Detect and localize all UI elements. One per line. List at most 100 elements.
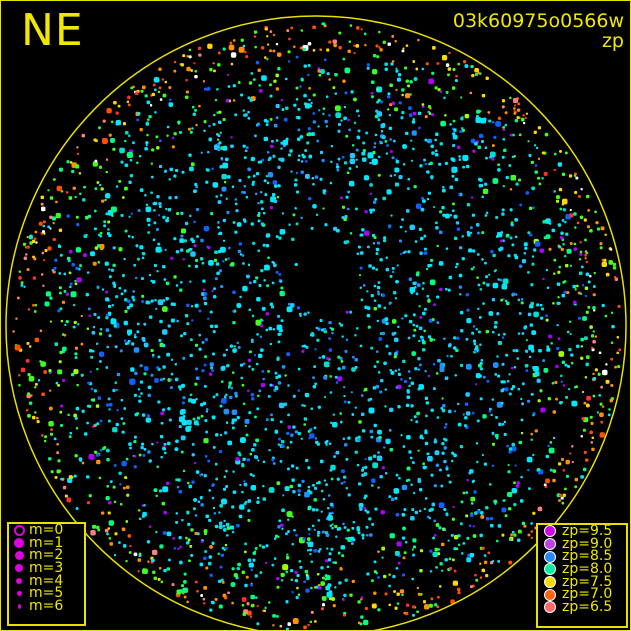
star <box>269 118 273 121</box>
star <box>40 361 46 367</box>
star <box>110 268 114 272</box>
star <box>414 286 417 289</box>
star <box>115 295 119 299</box>
star <box>491 464 495 467</box>
star <box>79 264 82 267</box>
star <box>194 343 199 347</box>
star <box>494 269 497 272</box>
star <box>278 437 281 441</box>
star <box>402 556 406 560</box>
star <box>272 462 276 465</box>
star <box>221 380 224 383</box>
star <box>509 133 513 137</box>
star <box>212 182 219 188</box>
star <box>501 155 505 159</box>
star <box>203 226 209 232</box>
star <box>486 283 490 287</box>
star <box>203 586 208 590</box>
star <box>450 534 454 537</box>
star <box>222 353 226 357</box>
star <box>439 562 443 566</box>
star <box>465 392 470 397</box>
star <box>157 577 161 581</box>
star <box>396 264 399 267</box>
star <box>99 332 103 336</box>
star <box>254 574 258 578</box>
star <box>316 338 320 342</box>
star <box>407 370 411 373</box>
star <box>485 329 490 334</box>
star <box>267 43 270 46</box>
star <box>469 231 472 234</box>
star <box>569 333 572 335</box>
star <box>384 388 387 391</box>
star <box>408 450 412 454</box>
star <box>241 462 244 466</box>
star <box>354 358 358 362</box>
star <box>382 196 386 201</box>
star <box>529 206 533 210</box>
star <box>507 464 510 467</box>
star <box>281 365 286 369</box>
star <box>336 477 340 481</box>
star <box>317 125 320 128</box>
star <box>317 67 320 70</box>
star <box>139 128 143 132</box>
star <box>269 302 273 306</box>
star <box>124 229 128 233</box>
star <box>592 394 596 398</box>
star <box>119 147 125 154</box>
star <box>95 453 99 457</box>
star <box>575 176 579 180</box>
star <box>349 310 353 314</box>
star <box>343 217 347 221</box>
star <box>481 454 484 457</box>
star <box>232 321 236 325</box>
star <box>424 247 427 251</box>
star <box>521 432 524 435</box>
star <box>424 604 430 610</box>
star <box>402 47 405 50</box>
star <box>438 261 444 266</box>
star <box>245 196 248 199</box>
star <box>458 285 463 289</box>
star <box>177 478 181 482</box>
star <box>387 108 390 111</box>
star <box>120 160 124 164</box>
star <box>580 345 583 348</box>
star <box>108 334 112 338</box>
star <box>126 100 129 103</box>
star <box>558 187 563 192</box>
star <box>187 481 190 485</box>
star <box>504 514 508 518</box>
star <box>23 285 26 288</box>
star <box>459 246 463 250</box>
star <box>448 51 451 54</box>
star <box>113 500 117 503</box>
star <box>112 427 118 433</box>
star <box>109 542 113 546</box>
star <box>314 348 317 351</box>
star <box>342 522 345 526</box>
star <box>303 625 307 630</box>
star <box>512 385 516 389</box>
star <box>345 537 348 540</box>
star <box>204 355 207 359</box>
star <box>258 284 262 287</box>
star <box>395 567 399 570</box>
star <box>166 531 172 537</box>
star <box>342 79 346 83</box>
star <box>518 312 522 315</box>
star <box>347 401 351 404</box>
star <box>492 253 496 258</box>
star <box>449 123 452 126</box>
star <box>121 461 127 467</box>
star <box>191 127 194 130</box>
star <box>215 262 220 266</box>
star <box>145 300 150 305</box>
star <box>104 528 109 533</box>
star <box>344 67 351 74</box>
star <box>372 462 378 469</box>
star <box>285 532 288 536</box>
star <box>278 273 282 276</box>
